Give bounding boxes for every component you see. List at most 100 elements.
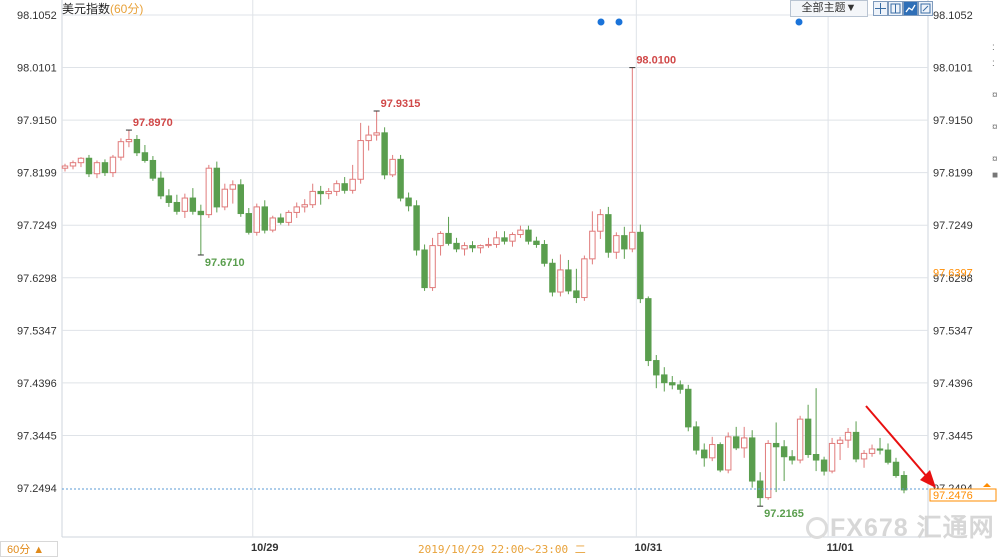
candle-up (221, 188, 229, 208)
y-tick-label-right: 98.1052 (933, 10, 973, 22)
candle-down (820, 459, 828, 472)
candle-down (501, 237, 508, 242)
candle-down (173, 201, 181, 212)
watermark-logo-icon (806, 517, 828, 539)
candle-down (732, 436, 740, 449)
annotation-label: 97.8970 (133, 117, 173, 129)
y-tick-label-right: 97.9150 (933, 115, 973, 127)
candle-up (709, 444, 716, 459)
y-tick-label-left: 97.7249 (17, 220, 57, 232)
candle-down (788, 456, 796, 461)
x-tick-label: 10/31 (635, 542, 663, 554)
y-tick-label-right: 97.8199 (933, 168, 973, 180)
trend-arrow-head-icon (920, 470, 936, 488)
candle-down (772, 442, 780, 448)
candle-down (445, 232, 452, 244)
candle-down (748, 437, 756, 482)
annotation-label: 97.2165 (764, 508, 804, 520)
candle-down (245, 213, 252, 233)
symbol-name: 美元指数 (62, 2, 111, 16)
candle-down (317, 190, 324, 195)
candle-up (437, 232, 444, 247)
candle-up (301, 204, 308, 208)
x-tick-label: 10/29 (251, 542, 279, 554)
candle-up (77, 157, 85, 164)
annotation-label: 97.6710 (205, 257, 245, 269)
candle-down (165, 195, 173, 203)
candle-down (621, 235, 628, 250)
candle-up (589, 230, 596, 260)
candle-down (133, 138, 141, 154)
y-tick-label-right: 98.0101 (933, 63, 973, 75)
candle-down (101, 162, 109, 174)
candle-down (453, 242, 460, 250)
candle-up (269, 217, 276, 231)
marked-price-label: 97.6397 (933, 267, 973, 279)
candle-up (285, 211, 292, 223)
candle-up (125, 138, 133, 143)
y-tick-label-left: 98.1052 (17, 10, 57, 22)
y-tick-label-right: 97.6298 (933, 273, 973, 285)
zoom-icon[interactable] (918, 1, 933, 16)
candle-up (613, 235, 620, 253)
candle-down (573, 290, 580, 299)
y-tick-label-left: 97.6298 (17, 273, 57, 285)
candle-up (629, 231, 636, 250)
watermark: FX678 汇通网 (806, 508, 995, 544)
candle-up (205, 167, 213, 216)
y-tick-label-left: 97.8199 (17, 168, 57, 180)
split-view-icon[interactable] (888, 1, 903, 16)
candle-down (693, 426, 700, 451)
y-tick-label-right: 97.4396 (933, 378, 973, 390)
candle-up (461, 245, 468, 250)
candle-down (876, 448, 884, 451)
candle-down (213, 167, 221, 208)
candle-down (541, 243, 548, 264)
candle-down (157, 177, 165, 197)
candle-up (517, 229, 524, 236)
theme-dropdown[interactable]: 全部主题▼ (790, 0, 868, 17)
candle-up (309, 190, 316, 206)
candle-up (109, 156, 117, 174)
crosshair-icon[interactable] (873, 1, 888, 16)
candle-up (844, 431, 852, 441)
interval-label: (60分) (110, 2, 144, 16)
candle-up (181, 197, 189, 212)
candle-up (828, 442, 836, 472)
candle-up (477, 245, 484, 249)
y-tick-label-right: 97.7249 (933, 220, 973, 232)
candle-down (85, 157, 93, 175)
candle-down (525, 229, 532, 242)
candle-up (253, 206, 260, 233)
line-chart-icon[interactable] (903, 1, 918, 16)
candle-down (637, 231, 644, 300)
candle-up (860, 452, 868, 460)
candle-down (804, 418, 812, 456)
candle-up (509, 234, 516, 242)
trend-arrow-line (865, 405, 929, 479)
period-button[interactable]: 60分 ▲ (0, 541, 58, 557)
y-tick-label-left: 97.4396 (17, 378, 57, 390)
candle-down (413, 205, 420, 251)
candle-down (469, 245, 476, 249)
x-tick-label: 11/01 (827, 542, 854, 554)
right-edge-strip: :: ¤ ¤ ¤ ■ (992, 42, 999, 181)
candle-down (645, 298, 652, 362)
candle-down (661, 374, 668, 384)
candle-up (349, 178, 356, 191)
candle-down (812, 454, 820, 461)
y-tick-label-left: 97.3445 (17, 430, 57, 442)
candle-down (237, 184, 245, 215)
current-price-label: 97.2476 (933, 490, 973, 502)
candle-down (852, 431, 860, 460)
candle-up (333, 183, 340, 192)
annotation-label: 98.0100 (636, 55, 676, 67)
candle-up (868, 448, 876, 454)
candle-up (69, 162, 77, 167)
candle-up (357, 140, 364, 180)
event-dot (795, 18, 803, 26)
candle-down (189, 197, 197, 212)
candle-down (341, 183, 348, 191)
candle-up (557, 269, 564, 293)
candle-up (325, 190, 332, 195)
